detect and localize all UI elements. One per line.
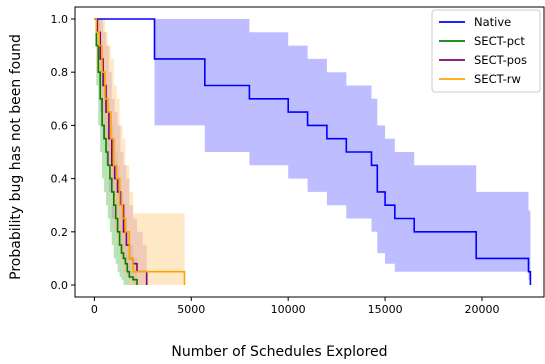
x-tick-label: 10000 (271, 303, 306, 316)
legend: Native SECT-pct SECT-pos SECT-rw (431, 9, 541, 93)
y-axis-label: Probability bug has not been found (8, 34, 24, 280)
y-tick-label: 0.6 (51, 119, 69, 132)
plot-frame (74, 6, 545, 298)
legend-label-sect-rw: SECT-rw (474, 72, 521, 86)
y-tick-label: 0.4 (51, 173, 69, 186)
legend-label-native: Native (474, 15, 511, 29)
legend-label-sect-pct: SECT-pct (474, 34, 525, 48)
x-tick-label: 20000 (464, 303, 499, 316)
x-tick-label: 0 (91, 303, 98, 316)
series-line-sect-rw (94, 18, 186, 285)
y-tick-label: 0.2 (51, 226, 69, 239)
legend-label-sect-pos: SECT-pos (474, 53, 527, 67)
y-axis-ticks: 0.0 0.2 0.4 0.6 0.8 1.0 (51, 13, 75, 292)
series-line-native (94, 18, 532, 285)
x-axis-ticks: 0 5000 10000 15000 20000 (91, 297, 499, 316)
y-tick-label: 1.0 (51, 13, 69, 26)
x-axis-label: Number of Schedules Explored (171, 344, 387, 360)
series-lines (94, 18, 532, 285)
legend-box (431, 9, 541, 93)
y-tick-label: 0.0 (51, 279, 69, 292)
x-tick-label: 15000 (368, 303, 403, 316)
x-tick-label: 5000 (177, 303, 205, 316)
y-tick-label: 0.8 (51, 66, 69, 79)
band-native (94, 19, 531, 285)
series-line-sect-pct (94, 18, 138, 285)
